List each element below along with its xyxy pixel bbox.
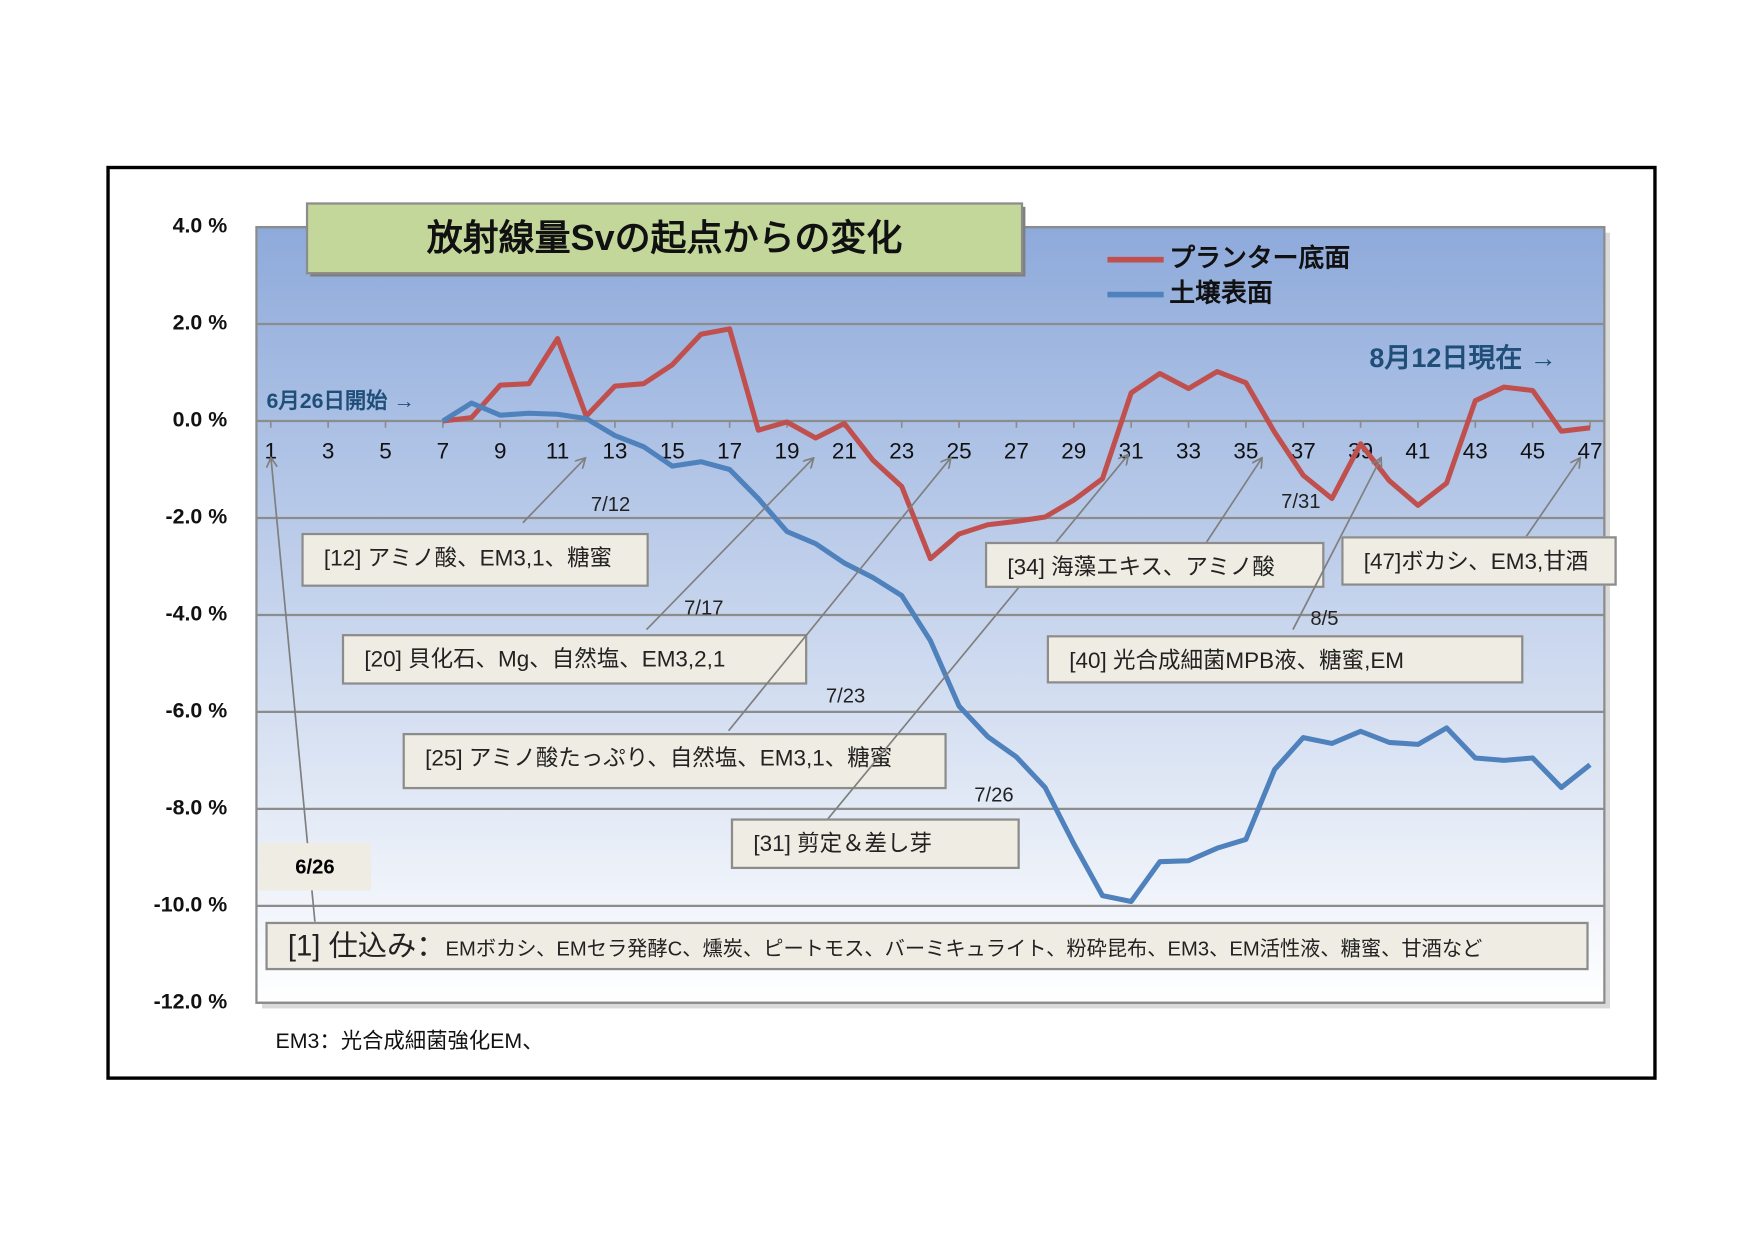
y-tick-label: -2.0 % <box>166 505 228 529</box>
annotation-label: [1] 仕込み： <box>287 928 446 963</box>
y-tick-label: -10.0 % <box>154 892 228 916</box>
annotation-holder: [1] 仕込み：EMボカシ、EMセラ発酵C、燻炭、ピートモス、バーミキュライト、… <box>265 921 1589 971</box>
x-tick-label: 17 <box>717 438 742 463</box>
annotation-date: 7/12 <box>591 494 630 516</box>
current-note: 8月12日現在 → <box>1369 343 1556 373</box>
series-line <box>442 326 1591 562</box>
chart-title: 放射線量Svの起点からの変化 <box>427 217 903 258</box>
annotation-arrow <box>1292 459 1381 630</box>
x-tick-label: 3 <box>322 438 335 463</box>
annotation-text: EMボカシ、EMセラ発酵C、燻炭、ピートモス、バーミキュライト、粉砕昆布、EM3… <box>445 937 1483 961</box>
x-tick-label: 35 <box>1233 438 1258 463</box>
x-tick-label: 41 <box>1405 438 1430 463</box>
footnote: EM3：光合成細菌強化EM、 <box>276 1029 544 1053</box>
x-tick-label: 13 <box>602 438 627 463</box>
annotation-date: 7/31 <box>1281 491 1320 513</box>
annotation-arrow <box>1524 459 1580 538</box>
annotation-date: 8/5 <box>1310 608 1338 630</box>
y-tick-label: 2.0 % <box>173 311 228 335</box>
x-tick-label: 11 <box>546 438 569 463</box>
annotation-box: [31] 剪定＆差し芽 <box>730 818 1020 870</box>
y-tick-label: -6.0 % <box>166 699 228 723</box>
x-tick-label: 43 <box>1463 438 1488 463</box>
series-line <box>441 400 1592 904</box>
start-note: 6月26日開始 → <box>267 388 415 413</box>
y-tick-label: 4.0 % <box>173 214 228 238</box>
x-tick-label: 19 <box>775 438 800 463</box>
x-tick-label: 27 <box>1004 438 1029 463</box>
annotation-box: [12] アミノ酸、EM3,1、糖蜜 <box>301 532 649 587</box>
annotation-arrow <box>825 455 1127 822</box>
annotation-box: [47]ボカシ、EM3,甘酒 <box>1341 536 1617 586</box>
annotation-box: [40] 光合成細菌MPB液、糖蜜,EM <box>1046 635 1524 684</box>
x-tick-label: 45 <box>1520 438 1545 463</box>
annotation-holder: [34] 海藻エキス、アミノ酸 <box>984 541 1325 588</box>
annotation-holder: [20] 貝化石、Mg、自然塩、EM3,2,1 <box>341 634 808 685</box>
annotation-holder: [25] アミノ酸たっぷり、自然塩、EM3,1、糖蜜 <box>402 732 947 790</box>
annotation-date: 7/26 <box>974 784 1013 806</box>
annotation-holder: [47]ボカシ、EM3,甘酒 <box>1341 536 1617 586</box>
grid: 4.0 % 2.0 % 0.0 % -2.0 % -4.0 % -6.0 % -8.0 % -… <box>154 214 1605 1013</box>
annotation-date: 6/26 <box>258 843 372 891</box>
y-tick-label: -4.0 % <box>166 602 228 626</box>
lines <box>441 326 1592 904</box>
legend-label: プランター底面 <box>1169 243 1350 273</box>
annotation-holder: [40] 光合成細菌MPB液、糖蜜,EM <box>1046 635 1524 684</box>
annotation-date: 7/17 <box>684 598 723 620</box>
annotation-box: [1] 仕込み：EMボカシ、EMセラ発酵C、燻炭、ピートモス、バーミキュライト、… <box>265 921 1589 971</box>
annotation-date: 7/23 <box>826 685 865 707</box>
annotation-arrow <box>645 459 813 631</box>
annotations: 7/12 [12] アミノ酸、EM3,1、糖蜜 7/17 [20] 貝化石、Mg、自然… <box>258 455 1617 971</box>
annotation-box: [20] 貝化石、Mg、自然塩、EM3,2,1 <box>341 634 808 685</box>
annotation-box: [34] 海藻エキス、アミノ酸 <box>984 541 1325 588</box>
x-tick-label: 29 <box>1061 438 1086 463</box>
x-tick-label: 21 <box>832 438 857 463</box>
x-tick-label: 9 <box>494 438 507 463</box>
legend-label: 土壌表面 <box>1169 278 1272 307</box>
y-tick-label: -12.0 % <box>154 989 228 1013</box>
y-tick-label: -8.0 % <box>166 796 228 820</box>
x-tick-label: 23 <box>889 438 914 463</box>
y-tick-label: 0.0 % <box>173 408 228 432</box>
annotation-arrow <box>522 459 585 524</box>
annotation-holder: [31] 剪定＆差し芽 <box>730 818 1020 870</box>
annotation-box: [25] アミノ酸たっぷり、自然塩、EM3,1、糖蜜 <box>402 732 947 790</box>
annotation-arrow <box>1202 459 1261 548</box>
x-tick-label: 47 <box>1578 438 1603 463</box>
x-tick-label: 7 <box>437 438 450 463</box>
x-tick-label: 31 <box>1119 438 1144 463</box>
annotation-holder: 6/26 <box>258 843 372 891</box>
x-tick-label: 33 <box>1176 438 1201 463</box>
title-box <box>305 202 1024 275</box>
annotation-arrow <box>727 459 950 732</box>
annotation-holder: [12] アミノ酸、EM3,1、糖蜜 <box>301 532 649 587</box>
x-tick-label: 5 <box>379 438 392 463</box>
